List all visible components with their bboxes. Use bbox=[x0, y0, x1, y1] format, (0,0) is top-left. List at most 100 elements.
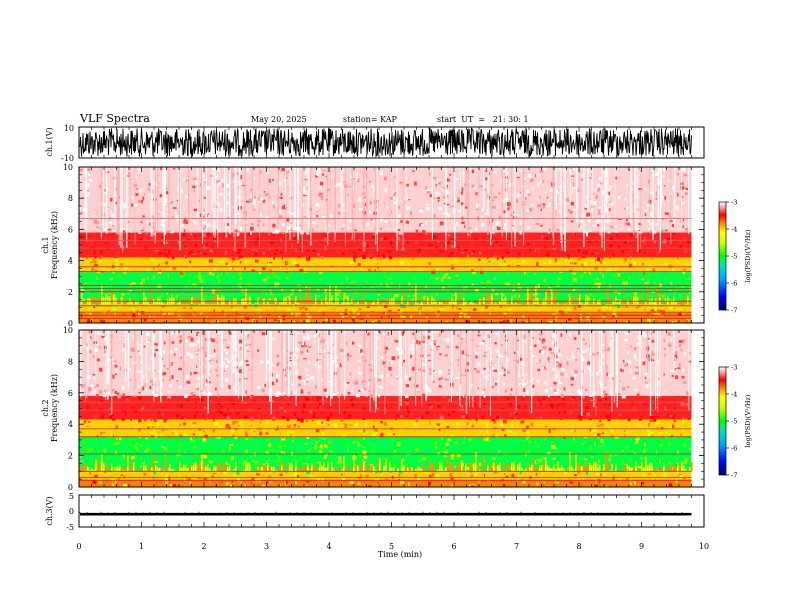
spectrogram-speckle bbox=[230, 297, 232, 299]
spectrogram-speckle bbox=[385, 279, 388, 282]
spectrogram-edge bbox=[245, 289, 247, 304]
spectrogram-speckle bbox=[403, 273, 405, 277]
spectrogram-speckle bbox=[88, 281, 90, 283]
spectrogram-speckle bbox=[325, 414, 328, 417]
spectrogram-speckle bbox=[309, 482, 312, 484]
spectrogram-speckle bbox=[618, 292, 621, 294]
spectrogram-speckle bbox=[505, 183, 509, 184]
spectrogram-speckle bbox=[144, 403, 148, 406]
spectrogram-speckle bbox=[397, 260, 398, 263]
spectrogram-speckle bbox=[515, 453, 516, 454]
spectrogram-speckle bbox=[644, 252, 645, 254]
spectrogram-speckle bbox=[522, 316, 525, 317]
ch1-ytick-top: 10 bbox=[64, 124, 74, 133]
spectrogram-speckle bbox=[273, 438, 274, 440]
spectrogram-speckle bbox=[598, 177, 602, 180]
spectrogram-speckle bbox=[472, 424, 475, 427]
spectrogram-speckle bbox=[668, 200, 670, 202]
spectrogram-speckle bbox=[83, 458, 87, 462]
spectrogram-edge bbox=[157, 297, 159, 305]
spectrogram-speckle bbox=[225, 252, 226, 255]
spectrogram-edge bbox=[179, 301, 181, 304]
spectrogram-speckle bbox=[295, 481, 297, 484]
spectrogram-speckle bbox=[247, 224, 250, 226]
spectrogram-speckle bbox=[291, 432, 294, 434]
spectrogram-speckle bbox=[428, 190, 431, 192]
spectrogram-edge bbox=[417, 303, 419, 304]
spectrogram-edge bbox=[355, 304, 357, 305]
spectrogram-speckle bbox=[420, 482, 421, 484]
spectrogram-speckle bbox=[620, 230, 624, 231]
spectrogram-speckle bbox=[340, 267, 342, 269]
spectrogram-edge bbox=[383, 303, 385, 304]
spectrogram-speckle bbox=[478, 414, 479, 418]
spectrogram-speckle bbox=[456, 222, 458, 225]
spectrogram-speckle bbox=[88, 450, 90, 452]
spectrogram-speckle bbox=[380, 181, 382, 184]
spectrogram-speckle bbox=[623, 449, 627, 452]
spectrogram-speckle bbox=[649, 200, 652, 204]
spectrogram-speckle bbox=[411, 457, 414, 459]
spectrogram-speckle bbox=[625, 294, 629, 296]
spectrogram-speckle bbox=[595, 439, 598, 443]
spectrogram-speckle bbox=[123, 456, 124, 460]
spectrogram-edge bbox=[303, 300, 305, 305]
spectrogram-speckle bbox=[136, 188, 138, 190]
spectrogram-speckle bbox=[375, 430, 377, 432]
spectrogram-speckle bbox=[578, 477, 580, 480]
spectrogram-speckle bbox=[474, 403, 476, 405]
spectrogram-speckle bbox=[509, 444, 511, 447]
spectrogram-speckle bbox=[177, 404, 178, 406]
spectrogram-speckle bbox=[565, 259, 567, 262]
spectrogram-speckle bbox=[497, 276, 498, 280]
spectrogram-speckle bbox=[279, 307, 280, 308]
spectrogram-speckle bbox=[195, 253, 197, 254]
spectrogram-edge bbox=[141, 302, 143, 304]
spectrogram-speckle bbox=[112, 234, 114, 236]
spectrogram-speckle bbox=[341, 207, 344, 208]
spectrogram-speckle bbox=[620, 419, 624, 420]
spectrogram-speckle bbox=[437, 423, 440, 425]
spectrogram-speckle bbox=[320, 182, 323, 186]
spectrogram-speckle bbox=[574, 307, 577, 311]
spectrogram-speckle bbox=[412, 258, 414, 260]
spectrogram-edge bbox=[497, 300, 499, 304]
spectrogram-speckle bbox=[244, 485, 246, 487]
spectrogram-edge bbox=[637, 297, 639, 304]
spectrogram-speckle bbox=[247, 280, 249, 281]
spectrogram-speckle bbox=[401, 483, 402, 485]
spectrogram-speckle bbox=[390, 281, 393, 283]
spectrogram-speckle bbox=[682, 313, 686, 314]
spectrogram-edge bbox=[563, 302, 565, 305]
spectrogram-speckle bbox=[468, 417, 471, 420]
spectrogram-speckle bbox=[385, 189, 388, 192]
spectrogram-speckle bbox=[650, 432, 652, 434]
spectrogram-speckle bbox=[450, 445, 454, 447]
spectrogram-speckle bbox=[367, 421, 371, 423]
spectrogram-speckle bbox=[256, 188, 258, 191]
spectrogram-speckle bbox=[524, 406, 526, 408]
spectrogram-speckle bbox=[247, 213, 249, 217]
spectrogram-speckle bbox=[433, 442, 436, 445]
spectrogram-speckle bbox=[476, 418, 478, 422]
spectrogram-speckle bbox=[652, 481, 654, 485]
spectrogram-speckle bbox=[168, 431, 171, 435]
spectrogram-speckle bbox=[573, 244, 577, 246]
spectrogram-speckle bbox=[226, 250, 227, 253]
spectrogram-speckle bbox=[87, 426, 89, 427]
spectrogram-speckle bbox=[527, 262, 528, 264]
spectrogram-speckle bbox=[397, 481, 398, 484]
spectrogram-speckle bbox=[244, 287, 246, 288]
spectrogram-edge bbox=[473, 303, 475, 304]
spectrogram-speckle bbox=[681, 403, 685, 407]
spectrogram-speckle bbox=[685, 221, 687, 222]
spectrogram-speckle bbox=[410, 203, 413, 205]
spectrogram-speckle bbox=[151, 473, 153, 474]
spectrogram-speckle bbox=[434, 403, 436, 404]
spectrogram-speckle bbox=[642, 443, 644, 444]
spectrogram-speckle bbox=[571, 420, 572, 421]
spectrogram-speckle bbox=[454, 453, 457, 457]
spectrogram-edge bbox=[319, 301, 321, 304]
spectrogram-speckle bbox=[677, 239, 679, 242]
spectrogram-speckle bbox=[499, 455, 502, 456]
